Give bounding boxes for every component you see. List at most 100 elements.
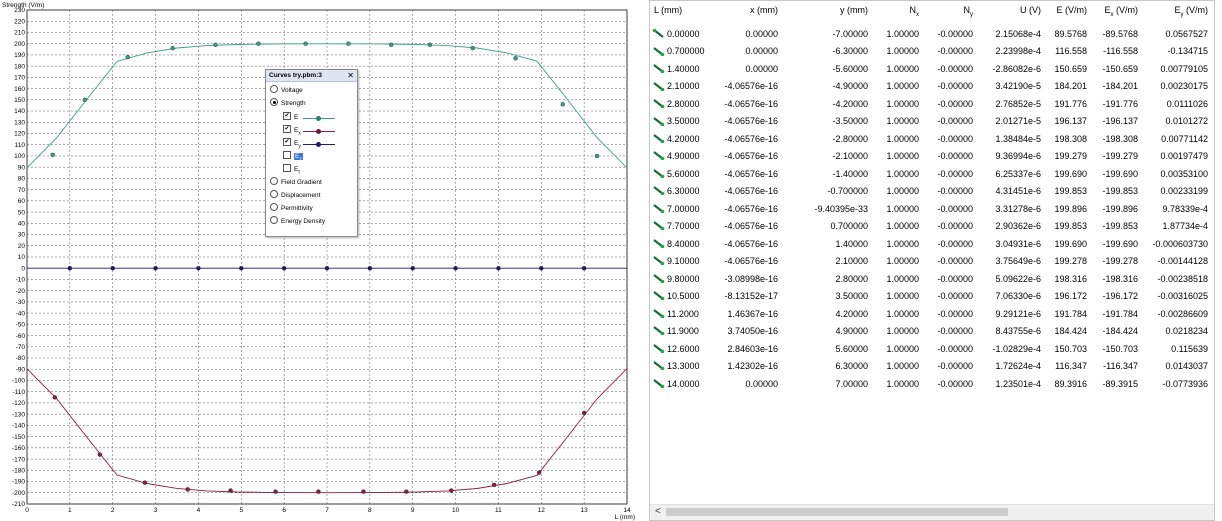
- curve-toggle-ez[interactable]: Ez: [283, 151, 303, 162]
- series-point-ey: [453, 266, 458, 271]
- y-tick-label: -130: [12, 411, 25, 418]
- table-row[interactable]: 0.700000 0.00000 -6.30000 1.00000 -0.00000 2.…: [650, 44, 1214, 60]
- radio-energy-density[interactable]: [270, 216, 278, 225]
- table-cell: 4.20000: [835, 308, 868, 319]
- table-row[interactable]: 12.6000 2.84603e-16 5.60000 1.00000 -0.00000…: [650, 342, 1214, 358]
- column-header[interactable]: U (V): [1020, 5, 1041, 15]
- checkbox-ez[interactable]: [283, 151, 291, 160]
- table-cell: 1.00000: [886, 63, 919, 74]
- table-cell: 0.00771142: [1161, 133, 1208, 144]
- table-cell-l: 11.9000: [652, 326, 722, 336]
- column-header[interactable]: L (mm): [654, 5, 683, 15]
- table-cell-l: 1.40000: [652, 64, 722, 74]
- checkbox-ey[interactable]: ✔: [283, 138, 291, 147]
- checkbox-ex[interactable]: ✔: [283, 125, 291, 134]
- table-cell: -0.00000: [937, 291, 973, 302]
- table-row[interactable]: 4.90000 -4.06576e-16 -2.10000 1.00000 -0.000…: [650, 149, 1214, 165]
- curve-label-ey: Ey: [294, 140, 301, 150]
- close-icon[interactable]: ✕: [347, 71, 354, 80]
- curve-toggle-e[interactable]: ✔ E: [283, 112, 298, 123]
- radio-field-gradient[interactable]: [270, 177, 278, 186]
- option-field-gradient[interactable]: Field Gradient: [270, 177, 322, 188]
- table-row[interactable]: 7.70000 -4.06576e-16 0.700000 1.00000 -0.000…: [650, 219, 1214, 235]
- table-cell: 3.50000: [835, 291, 868, 302]
- column-header[interactable]: y (mm): [840, 5, 868, 15]
- horizontal-scrollbar[interactable]: <: [650, 504, 1214, 520]
- table-cell: -0.00000: [937, 273, 973, 284]
- radio-strength[interactable]: [270, 98, 278, 107]
- column-header[interactable]: Nx: [909, 5, 920, 18]
- series-point-e: [50, 152, 55, 157]
- table-row[interactable]: 6.30000 -4.06576e-16 -0.700000 1.00000 -0.00…: [650, 184, 1214, 200]
- option-energy-density[interactable]: Energy Density: [270, 216, 325, 227]
- table-cell: 116.558: [1055, 46, 1087, 57]
- table-row[interactable]: 9.80000 -3.08998e-16 2.80000 1.00000 -0.0000…: [650, 272, 1214, 288]
- table-row[interactable]: 4.20000 -4.06576e-16 -2.80000 1.00000 -0.000…: [650, 132, 1214, 148]
- checkbox-et[interactable]: [283, 164, 291, 173]
- table-row[interactable]: 2.10000 -4.06576e-16 -4.90000 1.00000 -0.000…: [650, 79, 1214, 95]
- column-header[interactable]: Ex (V/m): [1104, 5, 1138, 18]
- table-cell: -0.00000: [937, 203, 973, 214]
- table-cell: -4.06576e-16: [724, 151, 778, 162]
- table-row[interactable]: 2.80000 -4.06576e-16 -4.20000 1.00000 -0.000…: [650, 97, 1214, 113]
- column-header[interactable]: Ey (V/m): [1174, 5, 1208, 18]
- table-row[interactable]: 5.60000 -4.06576e-16 -1.40000 1.00000 -0.000…: [650, 167, 1214, 183]
- table-cell-l: 10.5000: [652, 291, 722, 301]
- table-row[interactable]: 14.0000 0.00000 7.00000 1.00000 -0.00000 1.23…: [650, 377, 1214, 393]
- table-cell: 1.40000: [835, 238, 868, 249]
- table-row[interactable]: 1.40000 0.00000 -5.60000 1.00000 -0.00000 -2.…: [650, 62, 1214, 78]
- probe-pin-icon: [653, 308, 665, 318]
- table-cell: -9.40395e-33: [814, 203, 868, 214]
- dialog-titlebar[interactable]: Curves try.pbm:3 ✕: [266, 70, 357, 82]
- option-strength[interactable]: Strength: [270, 98, 306, 109]
- series-point-e: [594, 153, 600, 159]
- scroll-thumb[interactable]: [666, 508, 1008, 516]
- x-tick-label: 9: [411, 507, 415, 514]
- strength-plot-panel[interactable]: 230 220 210 200 190 180 170 160 150 140 130 120 110 1…: [0, 0, 640, 521]
- radio-displacement[interactable]: [270, 190, 278, 199]
- scroll-left-icon[interactable]: <: [655, 506, 661, 517]
- probe-pin-icon: [653, 291, 665, 301]
- option-permittivity[interactable]: Permittivity: [270, 203, 313, 214]
- curve-toggle-ey[interactable]: ✔ Ey: [283, 138, 301, 150]
- radio-permittivity[interactable]: [270, 203, 278, 212]
- column-header[interactable]: E (V/m): [1056, 5, 1088, 15]
- y-tick-label: 200: [14, 41, 25, 48]
- curves-dialog[interactable]: Curves try.pbm:3 ✕ Voltage Strength ✔ E ✔…: [265, 69, 358, 237]
- curve-toggle-ex[interactable]: ✔ Ex: [283, 125, 301, 136]
- table-cell-l: 14.0000: [652, 379, 722, 389]
- column-header[interactable]: x (mm): [750, 5, 778, 15]
- table-cell: 191.784: [1054, 308, 1087, 319]
- radio-voltage[interactable]: [270, 85, 278, 94]
- curve-toggle-et[interactable]: Et: [283, 164, 300, 175]
- table-row[interactable]: 0.00000 0.00000 -7.00000 1.00000 -0.00000 2.1…: [650, 27, 1214, 43]
- table-row[interactable]: 11.9000 3.74050e-16 4.90000 1.00000 -0.00000…: [650, 324, 1214, 340]
- y-tick-label: 30: [18, 232, 26, 239]
- y-tick-label: 220: [14, 18, 25, 25]
- table-row[interactable]: 7.00000 -4.06576e-16 -9.40395e-33 1.00000 -0…: [650, 202, 1214, 218]
- checkbox-e[interactable]: ✔: [283, 112, 291, 121]
- series-point-e: [427, 42, 433, 47]
- table-row[interactable]: 10.5000 -8.13152e-17 3.50000 1.00000 -0.0000…: [650, 289, 1214, 305]
- series-point-ex: [316, 489, 321, 494]
- y-tick-label: -170: [12, 456, 25, 463]
- table-row[interactable]: 11.2000 1.46367e-16 4.20000 1.00000 -0.00000…: [650, 307, 1214, 323]
- table-row[interactable]: 8.40000 -4.06576e-16 1.40000 1.00000 -0.0000…: [650, 237, 1214, 253]
- table-cell: -0.00000: [937, 221, 973, 232]
- y-tick-label: -30: [16, 299, 26, 306]
- table-row[interactable]: 9.10000 -4.06576e-16 2.10000 1.00000 -0.0000…: [650, 254, 1214, 270]
- table-cell: 2.23998e-4: [995, 46, 1041, 57]
- table-cell: -196.137: [1102, 116, 1138, 127]
- y-tick-label: -210: [12, 501, 25, 508]
- probe-pin-icon: [653, 378, 665, 388]
- option-displacement[interactable]: Displacement: [270, 190, 320, 201]
- table-row[interactable]: 13.3000 1.42302e-16 6.30000 1.00000 -0.00000…: [650, 359, 1214, 375]
- probe-pin-icon: [653, 204, 665, 213]
- option-voltage[interactable]: Voltage: [270, 85, 303, 96]
- results-table-panel[interactable]: L (mm) x (mm) y (mm) Nx Ny U (V) E (V/m) Ex (V/…: [649, 0, 1215, 521]
- x-tick-label: 14: [623, 507, 631, 514]
- series-point-e: [560, 102, 565, 107]
- table-row[interactable]: 3.50000 -4.06576e-16 -3.50000 1.00000 -0.000…: [650, 114, 1214, 130]
- column-header[interactable]: Ny: [963, 5, 974, 18]
- y-tick-label: 70: [18, 187, 26, 194]
